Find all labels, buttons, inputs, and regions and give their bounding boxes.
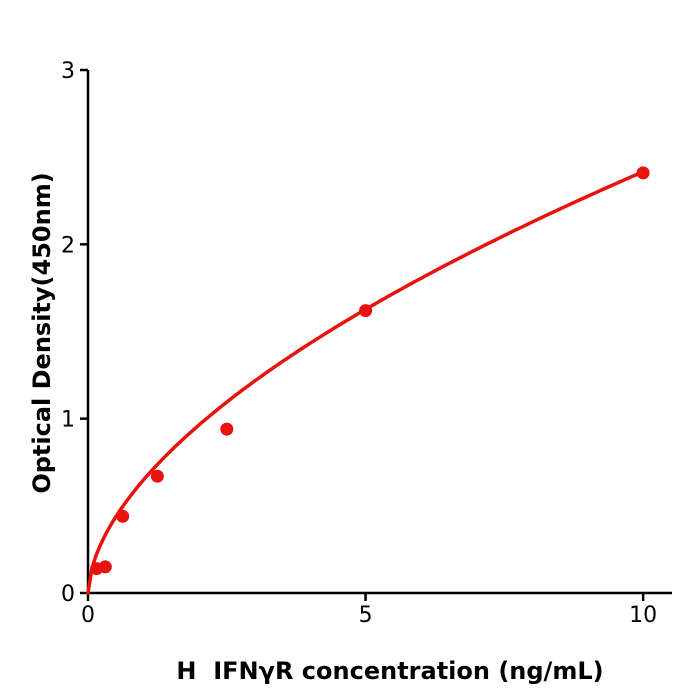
y-tick-label: 1 xyxy=(61,408,75,433)
chart-plot-area: 0 5 10 0 1 2 3 xyxy=(61,59,672,628)
x-tick-label: 0 xyxy=(81,603,95,628)
x-tick-label: 5 xyxy=(359,603,373,628)
data-point xyxy=(150,469,164,483)
x-tick-label: 10 xyxy=(629,603,657,628)
fit-curve xyxy=(86,169,645,595)
y-axis-title: Optical Density(450nm) xyxy=(28,172,56,493)
data-point xyxy=(116,509,130,523)
data-point xyxy=(220,422,234,436)
data-point xyxy=(636,166,650,180)
data-point xyxy=(359,304,373,318)
x-axis-title: H IFNγR concentration (ng/mL) xyxy=(176,657,603,685)
y-tick-label: 2 xyxy=(61,233,75,258)
y-tick-label: 3 xyxy=(61,59,75,84)
data-point xyxy=(98,560,112,574)
y-tick-label: 0 xyxy=(61,582,75,607)
